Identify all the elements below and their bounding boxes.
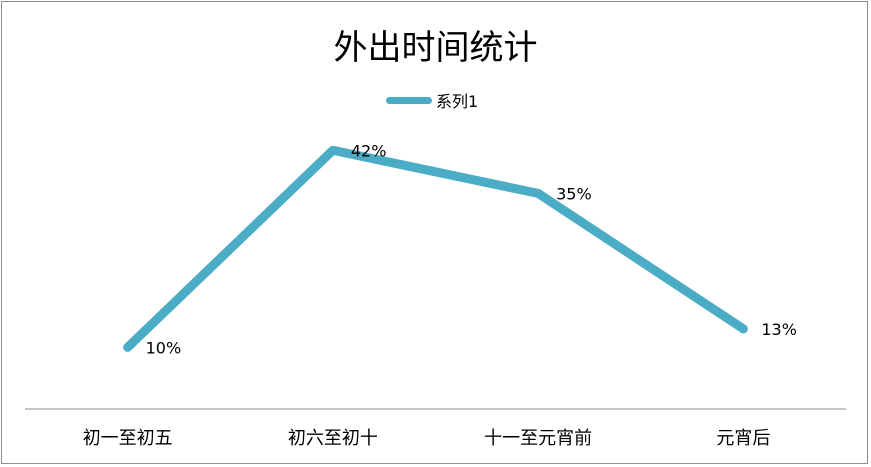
x-tick-label-3: 十一至元宵前 bbox=[484, 428, 592, 449]
label-layer: 10% 42% 35% 13% 初一至初五 初六至初十 十一至元宵前 元宵后 bbox=[83, 141, 797, 449]
x-tick-label-4: 元宵后 bbox=[716, 428, 770, 449]
data-point-2 bbox=[331, 149, 334, 152]
legend-label-series1: 系列1 bbox=[436, 92, 479, 111]
data-label-4: 13% bbox=[761, 320, 797, 339]
data-point-3 bbox=[537, 192, 540, 195]
x-tick-label-2: 初六至初十 bbox=[288, 428, 378, 449]
data-label-2: 42% bbox=[351, 141, 387, 160]
data-label-3: 35% bbox=[556, 184, 592, 203]
chart-title: 外出时间统计 bbox=[333, 28, 538, 68]
series-line-1 bbox=[123, 145, 748, 352]
data-point-1 bbox=[126, 346, 129, 349]
legend: 系列1 bbox=[386, 88, 478, 112]
legend-swatch bbox=[386, 96, 432, 104]
data-label-1: 10% bbox=[146, 338, 182, 357]
series-layer bbox=[123, 145, 748, 352]
data-point-4 bbox=[742, 327, 745, 330]
x-tick-label-1: 初一至初五 bbox=[83, 428, 173, 449]
